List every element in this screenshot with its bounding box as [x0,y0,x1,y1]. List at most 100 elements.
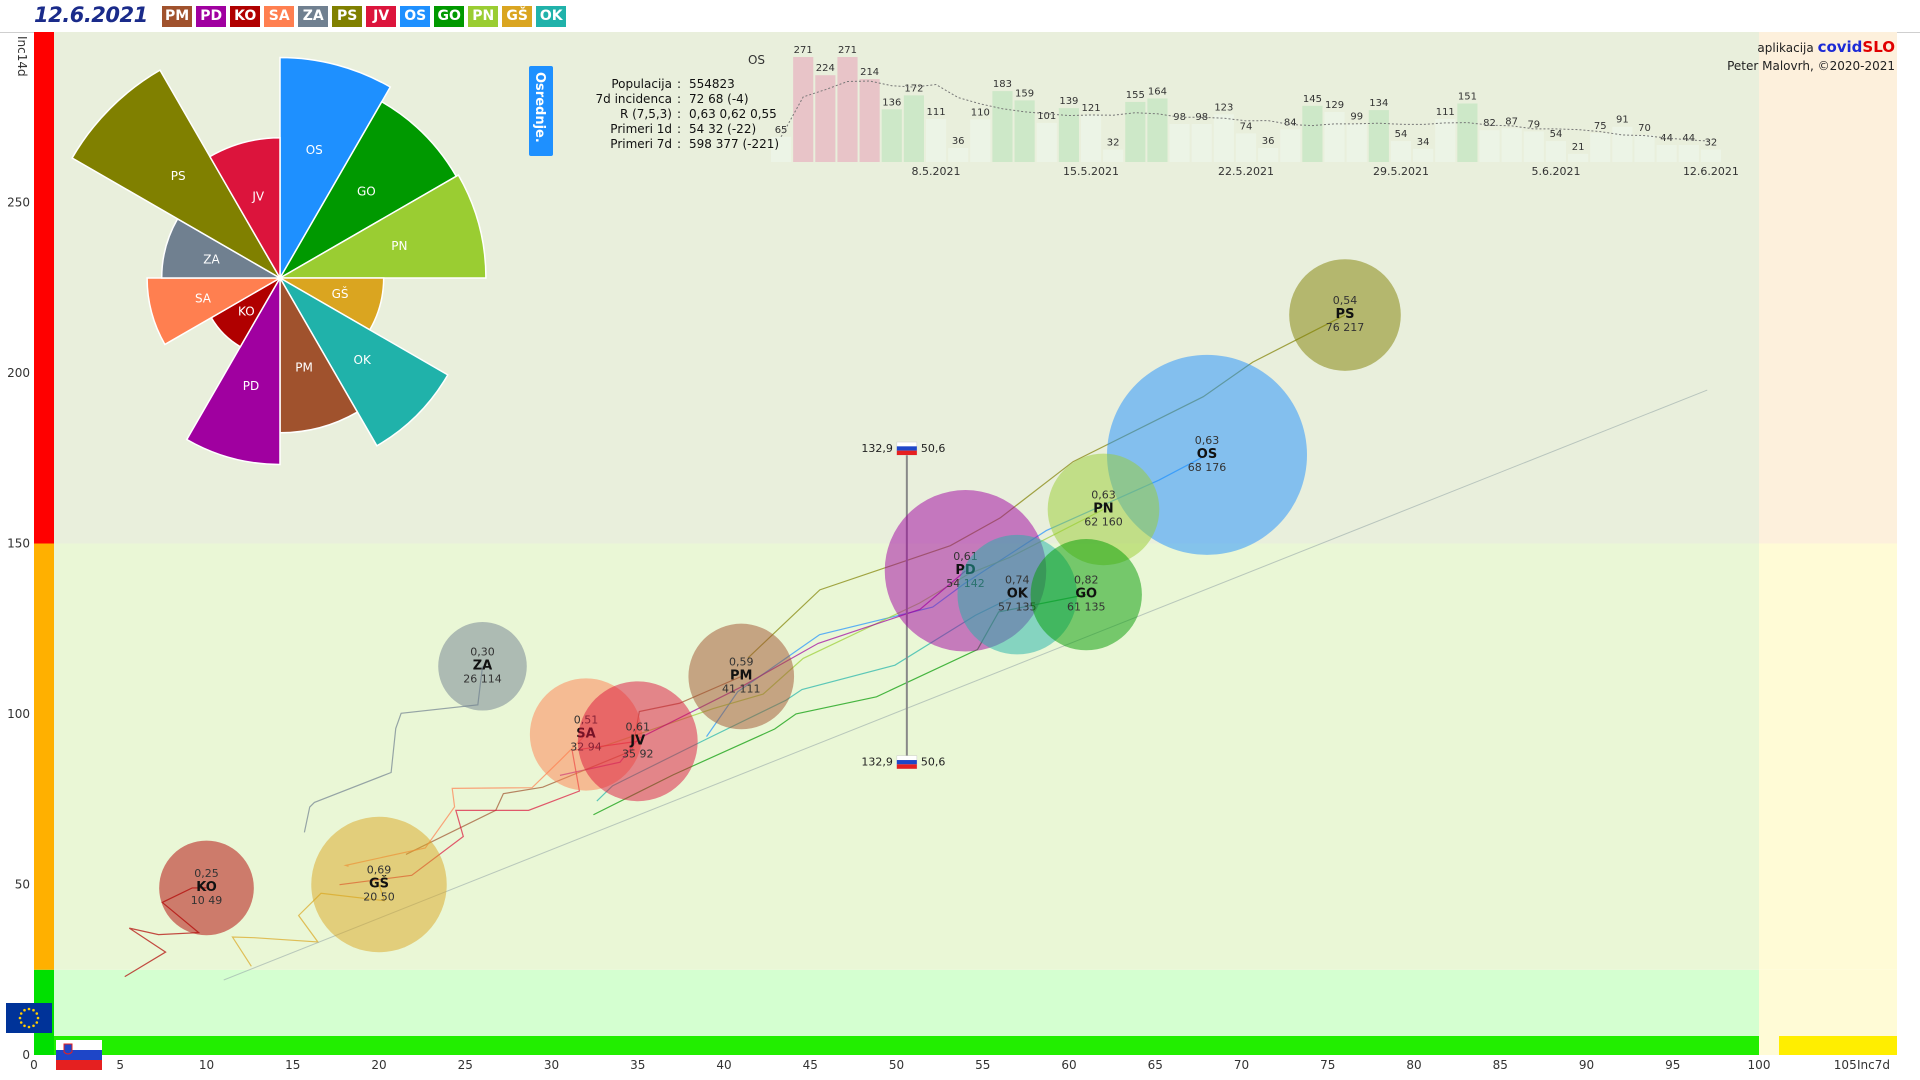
bar-value-label: 84 [1284,117,1297,128]
bubble-pm[interactable] [688,623,795,730]
legend-chip[interactable]: SA [264,6,295,27]
bubble-go[interactable] [1030,538,1142,651]
bar-value-label: 164 [1148,86,1167,97]
bar-value-label: 32 [1107,138,1120,149]
bar [881,109,902,162]
bubble-jv[interactable] [577,681,698,802]
x-tick-label: 10 [199,1058,214,1072]
x-axis-label: Inc7d [1857,1058,1890,1072]
info-separator: : [677,77,681,91]
legend-chip[interactable]: PS [332,6,363,27]
bubble-ko[interactable] [159,840,254,936]
bubble-values-label: 57 135 [998,601,1037,614]
pie-slice-os[interactable] [279,56,392,281]
legend-chip[interactable]: KO [230,6,261,27]
bubble-values-label: 76 217 [1326,321,1365,334]
bar [837,57,858,162]
bar-date-tick: 15.5.2021 [1063,165,1119,178]
bar-value-label: 110 [971,107,990,118]
bar-value-label: 34 [1417,137,1430,148]
bubble-r-label: 0,69 [367,864,392,877]
pie-slice-label: OS [306,143,323,157]
top-bar: 12.6.2021 PM PD KO SA ZA PS JV OS GO PN GŠ OK [0,0,1920,33]
bar-value-label: 111 [1436,107,1455,118]
bar-value-label: 271 [838,45,857,56]
bar-value-label: 271 [794,45,813,56]
pie-slice-pd[interactable] [185,275,281,466]
x-tick-label: 40 [716,1058,731,1072]
bar-value-label: 155 [1126,90,1145,101]
bar-value-label: 214 [860,67,879,78]
bar-value-label: 36 [952,136,965,147]
bubble-gš[interactable] [311,816,447,953]
bubble-r-label: 0,30 [470,645,495,658]
y-tick-label: 100 [7,707,30,721]
bar-value-label: 129 [1325,100,1344,111]
bubble-values-label: 62 160 [1084,515,1123,528]
legend-chip[interactable]: GO [434,6,465,27]
y-tick-label: 50 [15,878,30,892]
bubble-r-label: 0,82 [1074,574,1099,587]
legend-chip[interactable]: JV [366,6,397,27]
date-label: 12.6.2021 [34,3,148,27]
x-tick-label: 15 [285,1058,300,1072]
region-tab[interactable] [529,66,553,156]
bar-value-label: 183 [993,79,1012,90]
bubble-values-label: 41 111 [722,682,761,695]
bubble-code-label: OS [1197,447,1217,462]
pie-slice-jv[interactable] [208,137,281,281]
bar-value-label: 139 [1059,96,1078,107]
reference-line [223,389,1708,981]
bar-value-label: 75 [1594,121,1607,132]
legend-chip[interactable]: GŠ [502,6,533,27]
bar [1479,130,1500,162]
info-value: 598 377 (-221) [689,137,779,151]
bubble-ps[interactable] [1289,259,1401,371]
legend-chip[interactable]: PN [468,6,499,27]
app-credit: aplikacija covidSLO [1757,38,1895,56]
pie-slice-label: PS [171,169,186,183]
bar-value-label: 70 [1638,123,1651,134]
pie-slice-label: GŠ [332,286,349,301]
bar-value-label: 101 [1037,111,1056,122]
legend-chip[interactable]: PM [162,6,193,27]
x-tick-label: 70 [1234,1058,1249,1072]
bubble-code-label: KO [196,880,217,895]
pie-slice-label: JV [251,190,265,204]
slovenia-flag-stripe [896,764,917,769]
pie-slice-pn[interactable] [277,174,487,279]
bar-value-label: 44 [1660,133,1673,144]
x-tick-label: 65 [1148,1058,1163,1072]
x-tick-label: 50 [889,1058,904,1072]
bar-date-tick: 5.6.2021 [1531,165,1580,178]
bar [1656,144,1677,162]
info-separator: : [677,92,681,106]
author-credit: Peter Malovrh, ©2020-2021 [1727,59,1895,73]
bubble-pn[interactable] [1047,453,1160,566]
x-tick-label: 80 [1406,1058,1421,1072]
legend-chip[interactable]: PD [196,6,227,27]
pie-slice-ps[interactable] [71,69,283,281]
pie-slice-go[interactable] [277,100,458,281]
x-tick-label: 55 [975,1058,990,1072]
legend-chip[interactable]: OS [400,6,431,27]
bubble-code-label: GO [1075,587,1097,602]
bar [1634,134,1655,162]
pie-slice-label: PN [391,239,407,253]
bar-average-line [780,80,1711,142]
pie-slice-ok[interactable] [277,275,449,447]
bar-value-label: 134 [1369,98,1388,109]
slovenia-flag-stripe [896,446,917,451]
bar [1590,132,1611,162]
slovenia-flag-stripe [896,450,917,456]
legend-chip[interactable]: OK [536,6,567,27]
x-tick-label: 105 [1834,1058,1857,1072]
pie-slice-sa[interactable] [146,277,283,346]
bar-date-tick: 29.5.2021 [1373,165,1429,178]
pie-slice-label: KO [238,305,255,319]
bubble-za[interactable] [438,621,527,711]
bar-value-label: 54 [1550,129,1563,140]
bubble-r-label: 0,74 [1005,574,1030,587]
info-separator: : [677,107,681,121]
legend-chip[interactable]: ZA [298,6,329,27]
